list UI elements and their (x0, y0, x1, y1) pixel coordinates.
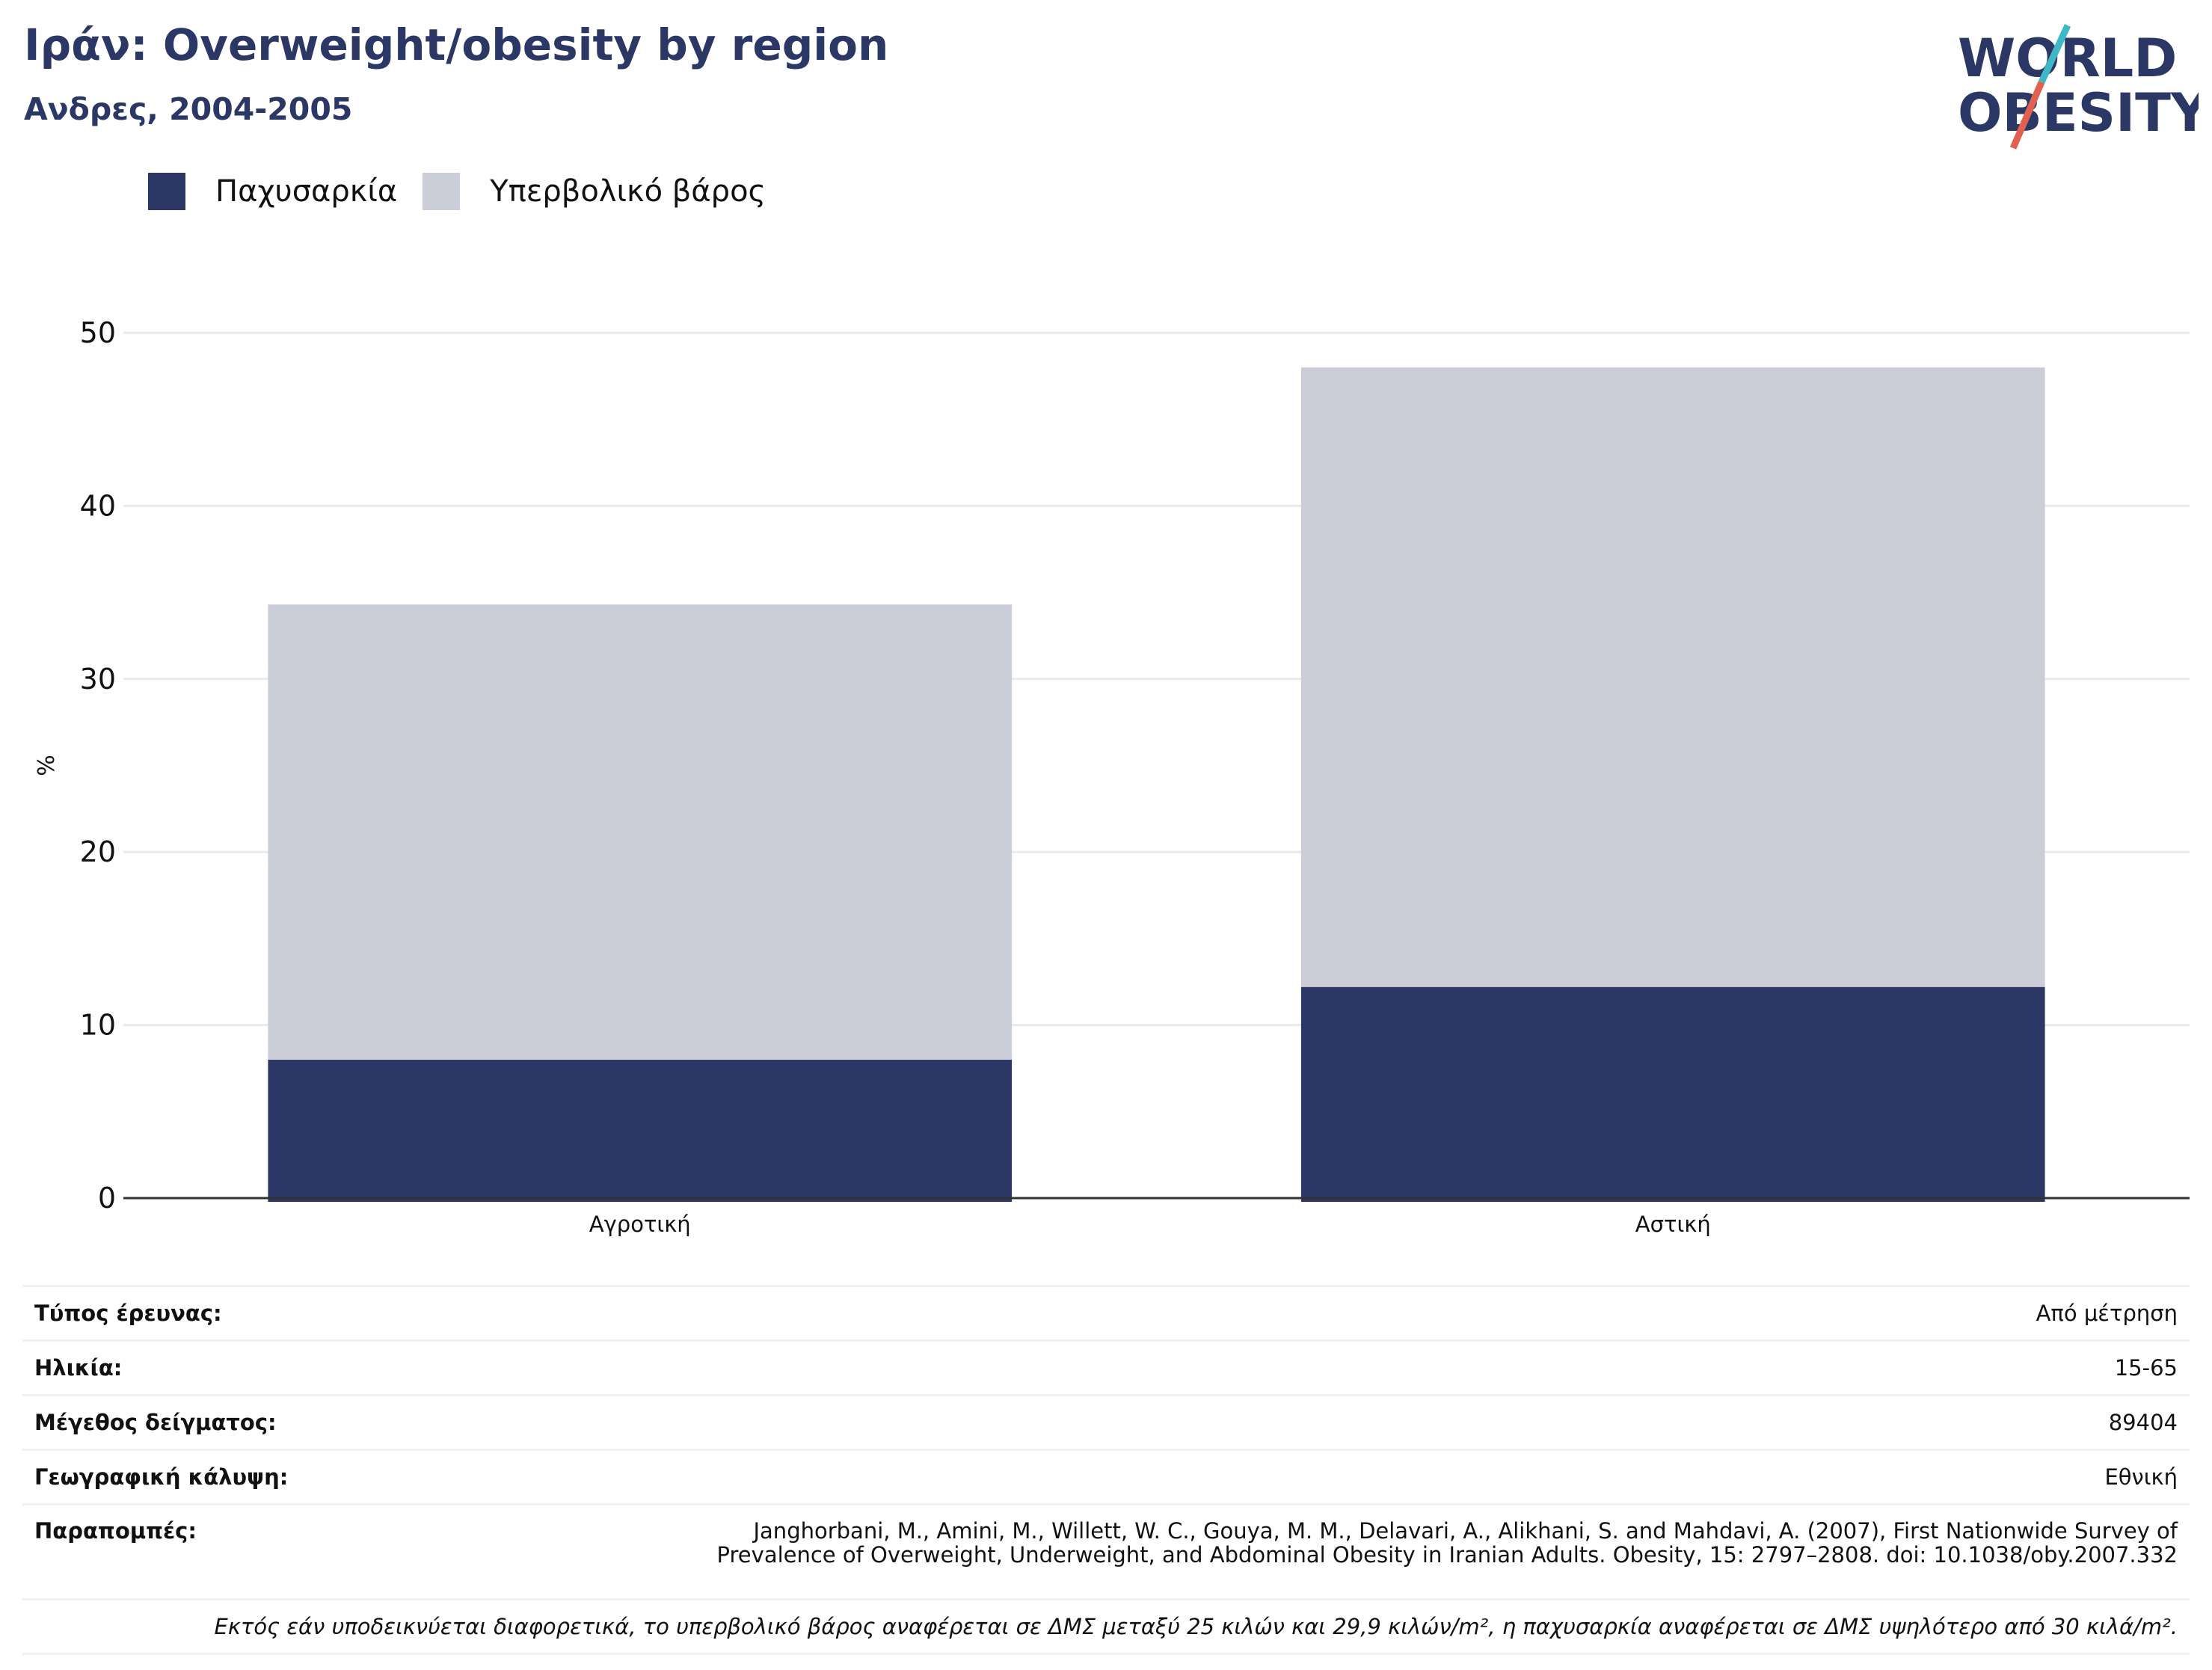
info-key-sample-size: Μέγεθος δείγματος: (22, 1394, 435, 1450)
info-row-age: Ηλικία: 15-65 (22, 1339, 2190, 1396)
info-value-coverage: Εθνική (435, 1449, 2190, 1505)
bar-overweight-0 (268, 604, 1013, 1060)
logo-slash-red (2009, 81, 2045, 150)
bar-overweight-1 (1300, 367, 2045, 987)
world-obesity-logo: WORLD OBESITY (1958, 24, 2199, 150)
info-row-survey-type: Τύπος έρευνας: Από μέτρηση (22, 1285, 2190, 1341)
chart-subtitle: Ανδρες, 2004-2005 (24, 91, 353, 127)
legend-swatch-obesity (148, 173, 185, 210)
definition-note: Εκτός εάν υποδεικνύεται διαφορετικά, το … (22, 1598, 2190, 1655)
bar-obesity-0 (268, 1059, 1013, 1202)
y-tick-label-10: 10 (80, 1009, 116, 1042)
y-tick-label-30: 30 (80, 663, 116, 696)
chart-legend: Παχυσαρκία Υπερβολικό βάρος (148, 169, 791, 214)
legend-item-overweight: Υπερβολικό βάρος (423, 173, 766, 210)
info-row-references: Παραπομπές: Janghorbani, M., Amini, M., … (22, 1503, 2190, 1600)
bar-obesity-1 (1300, 986, 2045, 1202)
y-axis-label: % (34, 755, 60, 776)
info-key-references: Παραπομπές: (22, 1503, 435, 1600)
info-value-sample-size: 89404 (435, 1394, 2190, 1450)
legend-label-overweight: Υπερβολικό βάρος (490, 174, 766, 209)
info-row-sample-size: Μέγεθος δείγματος: 89404 (22, 1394, 2190, 1450)
info-row-note: Εκτός εάν υποδεικνύεται διαφορετικά, το … (22, 1598, 2190, 1655)
legend-item-obesity: Παχυσαρκία (148, 173, 397, 210)
y-tick-label-50: 50 (80, 316, 116, 349)
x-tick-label-0: Αγροτική (589, 1212, 691, 1237)
logo-slash-teal (2038, 24, 2071, 84)
info-value-survey-type: Από μέτρηση (435, 1285, 2190, 1341)
info-row-coverage: Γεωγραφική κάλυψη: Εθνική (22, 1449, 2190, 1505)
info-key-age: Ηλικία: (22, 1339, 435, 1396)
chart-title: Ιράν: Overweight/obesity by region (24, 19, 889, 70)
stacked-bar-chart: 0 10 20 30 40 50% Αγροτική Αστική (34, 316, 2190, 1237)
info-key-coverage: Γεωγραφική κάλυψη: (22, 1449, 435, 1505)
y-tick-label-0: 0 (98, 1182, 116, 1215)
survey-info-table: Τύπος έρευνας: Από μέτρηση Ηλικία: 15-65… (22, 1285, 2190, 1655)
reference-line-2: Prevalence of Overweight, Underweight, a… (716, 1542, 2178, 1568)
legend-swatch-overweight (423, 173, 461, 210)
info-value-references: Janghorbani, M., Amini, M., Willett, W. … (435, 1503, 2190, 1600)
legend-label-obesity: Παχυσαρκία (215, 174, 398, 209)
info-value-age: 15-65 (435, 1339, 2190, 1396)
reference-line-1: Janghorbani, M., Amini, M., Willett, W. … (753, 1518, 2178, 1544)
y-tick-label-20: 20 (80, 835, 116, 868)
x-tick-label-1: Αστική (1635, 1212, 1711, 1237)
info-key-survey-type: Τύπος έρευνας: (22, 1285, 435, 1341)
logo-text-world: WORLD (1958, 28, 2177, 89)
y-tick-label-40: 40 (80, 489, 116, 522)
logo-text-obesity: OBESITY (1958, 82, 2199, 144)
